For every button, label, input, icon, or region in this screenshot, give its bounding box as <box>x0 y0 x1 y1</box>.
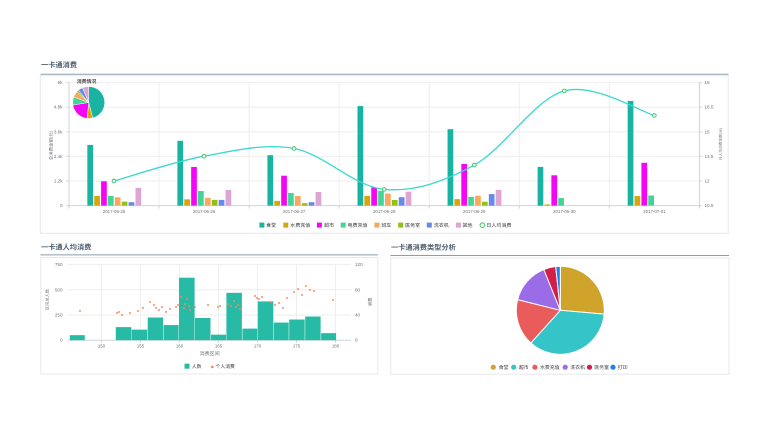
svg-text:2017-06-25: 2017-06-25 <box>103 209 126 214</box>
svg-text:2.4k: 2.4k <box>54 154 63 159</box>
svg-text:750: 750 <box>55 262 63 267</box>
svg-text:40: 40 <box>355 313 361 318</box>
svg-text:0: 0 <box>355 338 358 343</box>
svg-text:13.5: 13.5 <box>705 154 714 159</box>
svg-text:150: 150 <box>98 344 106 349</box>
svg-text:6k: 6k <box>58 80 64 85</box>
svg-text:165: 165 <box>215 344 223 349</box>
svg-text:16.5: 16.5 <box>705 105 714 110</box>
svg-text:18: 18 <box>705 80 711 85</box>
svg-text:500: 500 <box>55 287 63 292</box>
svg-text:1.2k: 1.2k <box>54 179 63 184</box>
svg-text:120: 120 <box>355 262 363 267</box>
svg-text:160: 160 <box>176 344 184 349</box>
svg-text:2017-06-27: 2017-06-27 <box>283 209 306 214</box>
svg-text:0: 0 <box>60 203 63 208</box>
svg-text:80: 80 <box>355 287 361 292</box>
svg-text:3.6k: 3.6k <box>54 129 63 134</box>
svg-text:2017-06-30: 2017-06-30 <box>553 209 576 214</box>
svg-text:250: 250 <box>55 313 63 318</box>
svg-text:0: 0 <box>60 338 63 343</box>
svg-text:12: 12 <box>705 179 711 184</box>
svg-text:180: 180 <box>332 344 340 349</box>
svg-text:4.8k: 4.8k <box>54 105 63 110</box>
svg-text:2017-07-01: 2017-07-01 <box>643 209 666 214</box>
svg-text:2017-06-26: 2017-06-26 <box>193 209 216 214</box>
svg-text:15: 15 <box>705 129 711 134</box>
svg-text:175: 175 <box>293 344 301 349</box>
svg-text:2017-06-29: 2017-06-29 <box>463 209 486 214</box>
svg-text:10.5: 10.5 <box>705 203 714 208</box>
svg-text:170: 170 <box>254 344 262 349</box>
svg-text:2017-06-28: 2017-06-28 <box>373 209 396 214</box>
svg-text:155: 155 <box>137 344 145 349</box>
